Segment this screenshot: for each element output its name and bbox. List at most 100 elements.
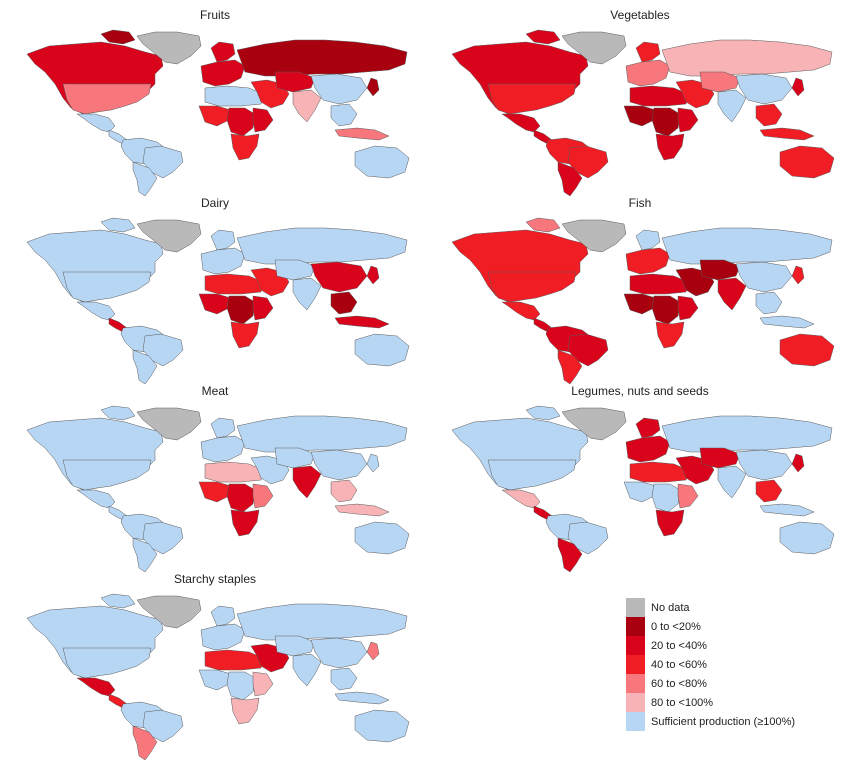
region-south-asia [292, 277, 322, 311]
region-usa [62, 459, 152, 491]
region-australia [779, 333, 835, 367]
region-south-asia [292, 89, 322, 123]
region-greenland [561, 31, 627, 65]
region-southern-africa [655, 321, 685, 349]
region-greenland [561, 219, 627, 253]
region-central-africa [226, 671, 256, 701]
region-japan [366, 641, 380, 661]
map-title-dairy: Dairy [200, 196, 229, 210]
region-north-africa [204, 85, 264, 107]
legend-swatch-80-100 [626, 693, 645, 712]
region-central-asia [699, 447, 741, 469]
region-china [735, 73, 793, 105]
map-panel-fruits: Fruits [5, 8, 425, 198]
region-australia [779, 521, 835, 555]
legend-item-0-20: 0 to <20% [626, 617, 836, 636]
region-europe [625, 247, 671, 275]
legend: No data 0 to <20% 20 to <40% 40 to <60% … [626, 598, 836, 731]
world-map-dairy [26, 217, 410, 385]
region-south-asia [717, 465, 747, 499]
region-china [735, 261, 793, 293]
region-southern-africa [655, 133, 685, 161]
region-north-africa [629, 85, 689, 107]
region-greenland [136, 219, 202, 253]
legend-swatch-20-40 [626, 636, 645, 655]
world-map-fish [451, 217, 835, 385]
region-east-africa [252, 671, 274, 697]
region-southern-cone [557, 161, 583, 197]
region-arctic-islands [525, 29, 561, 45]
region-europe [200, 247, 246, 275]
map-panel-fish: Fish [430, 196, 850, 386]
region-russia [236, 227, 408, 265]
region-southeast-asia [330, 479, 358, 503]
region-australia [354, 145, 410, 179]
region-mexico [501, 489, 541, 509]
region-southeast-asia [755, 479, 783, 503]
region-southern-cone [132, 537, 158, 573]
region-south-asia [717, 89, 747, 123]
region-brazil [142, 145, 184, 179]
region-east-africa [252, 295, 274, 321]
map-title-fruits: Fruits [200, 8, 230, 22]
region-north-africa [629, 461, 689, 483]
region-greenland [136, 407, 202, 441]
region-west-africa [198, 481, 232, 503]
region-europe [200, 435, 246, 463]
region-central-asia [274, 635, 316, 657]
region-central-asia [274, 447, 316, 469]
region-central-africa [226, 107, 256, 137]
region-china [310, 637, 368, 669]
region-north-africa [204, 461, 264, 483]
map-panel-starchy: Starchy staples [5, 572, 425, 762]
region-arctic-islands [100, 593, 136, 609]
region-west-africa [198, 105, 232, 127]
region-south-asia [717, 277, 747, 311]
region-central-africa [226, 295, 256, 325]
map-title-starchy: Starchy staples [173, 572, 257, 586]
world-map-starchy [26, 593, 410, 761]
legend-label-80-100: 80 to <100% [651, 696, 714, 709]
region-australia [354, 709, 410, 743]
region-indonesia [759, 503, 815, 517]
world-map-meat [26, 405, 410, 573]
region-china [310, 261, 368, 293]
map-title-vegetables: Vegetables [610, 8, 670, 22]
region-north-africa [629, 273, 689, 295]
legend-item-nodata: No data [626, 598, 836, 617]
region-southern-africa [230, 697, 260, 725]
region-southern-cone [132, 161, 158, 197]
region-australia [354, 521, 410, 555]
region-russia [661, 39, 833, 77]
region-south-asia [292, 653, 322, 687]
map-panel-legumes: Legumes, nuts and seeds [430, 384, 850, 574]
region-west-africa [623, 481, 657, 503]
region-scandinavia [210, 229, 236, 251]
legend-label-20-40: 20 to <40% [651, 639, 707, 652]
region-southeast-asia [330, 103, 358, 127]
region-japan [366, 77, 380, 97]
region-south-asia [292, 465, 322, 499]
region-brazil [142, 333, 184, 367]
legend-label-60-80: 60 to <80% [651, 677, 707, 690]
world-map-legumes [451, 405, 835, 573]
region-europe [200, 59, 246, 87]
world-map-vegetables [451, 29, 835, 197]
world-map-fruits [26, 29, 410, 197]
region-greenland [561, 407, 627, 441]
legend-label-nodata: No data [651, 601, 690, 614]
map-panel-vegetables: Vegetables [430, 8, 850, 198]
region-southern-cone [132, 349, 158, 385]
region-indonesia [334, 691, 390, 705]
region-china [310, 449, 368, 481]
region-arctic-islands [100, 405, 136, 421]
region-indonesia [759, 127, 815, 141]
region-west-africa [198, 293, 232, 315]
region-europe [625, 435, 671, 463]
region-japan [791, 77, 805, 97]
legend-item-80-100: 80 to <100% [626, 693, 836, 712]
legend-swatch-60-80 [626, 674, 645, 693]
region-china [735, 449, 793, 481]
region-russia [236, 39, 408, 77]
legend-item-sufficient: Sufficient production (≥100%) [626, 712, 836, 731]
